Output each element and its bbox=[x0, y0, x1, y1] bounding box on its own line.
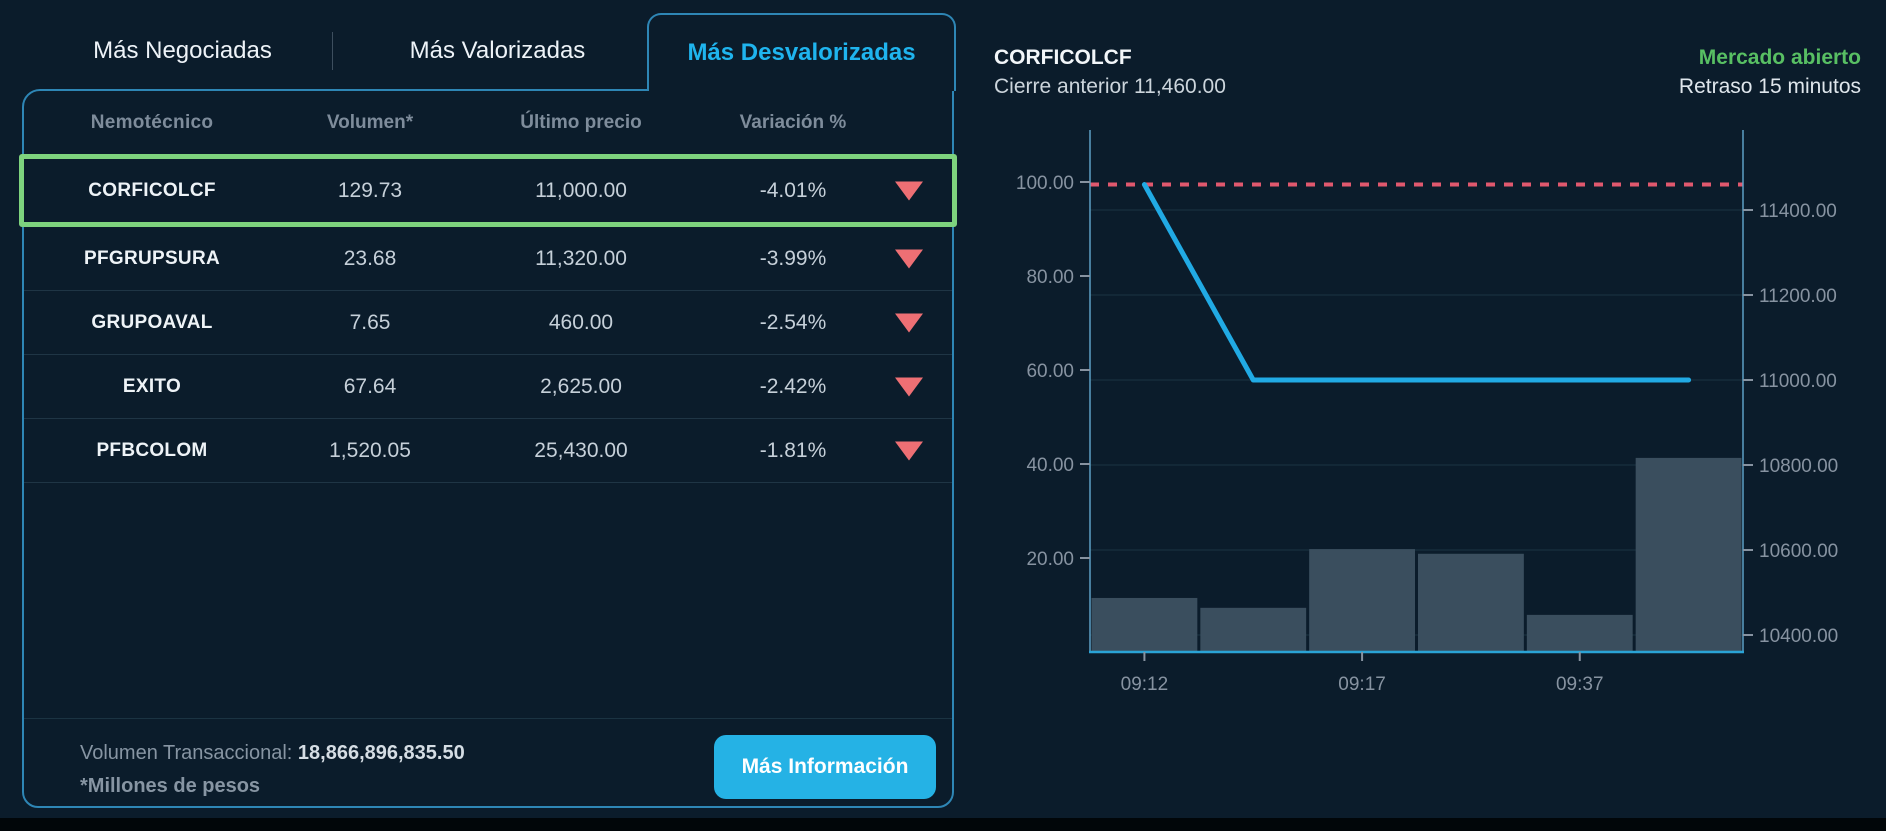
tab-mas-desvalorizadas-active[interactable]: Más Desvalorizadas bbox=[647, 13, 956, 91]
cell-volume: 23.68 bbox=[343, 246, 397, 270]
cell-last-price: 2,625.00 bbox=[540, 374, 622, 398]
cell-volume: 67.64 bbox=[343, 374, 397, 398]
left-axis-label: 80.00 bbox=[1026, 267, 1074, 288]
right-axis-label: 11400.00 bbox=[1759, 201, 1837, 222]
bottom-edge bbox=[0, 818, 1886, 831]
cell-variation: -2.42% bbox=[759, 374, 827, 398]
left-axis-label: 60.00 bbox=[1026, 361, 1074, 382]
cell-variation: -3.99% bbox=[759, 246, 827, 270]
triangle-down-icon bbox=[895, 377, 923, 396]
right-axis-label: 11000.00 bbox=[1759, 371, 1837, 392]
cell-direction bbox=[884, 249, 934, 268]
left-axis-label: 100.00 bbox=[1016, 173, 1074, 194]
market-delay: Retraso 15 minutos bbox=[1678, 75, 1861, 98]
cell-symbol: GRUPOAVAL bbox=[91, 311, 213, 333]
column-header-nemotecnico: Nemotécnico bbox=[90, 111, 214, 133]
cell-direction bbox=[884, 313, 934, 332]
triangle-down-icon bbox=[895, 313, 923, 332]
millions-note: *Millones de pesos bbox=[80, 775, 261, 797]
cell-symbol: PFGRUPSURA bbox=[83, 247, 220, 269]
volume-bar bbox=[1091, 597, 1198, 652]
volume-label: Volumen Transaccional: bbox=[80, 742, 293, 764]
cell-variation: -1.81% bbox=[759, 438, 827, 462]
cell-direction bbox=[884, 441, 934, 460]
previous-close: Cierre anterior 11,460.00 bbox=[994, 75, 1226, 98]
right-axis-label: 10400.00 bbox=[1759, 626, 1838, 647]
panel-footer: Volumen Transaccional: 18,866,896,835.50… bbox=[24, 718, 952, 807]
cell-symbol: CORFICOLCF bbox=[88, 179, 216, 201]
column-header-volumen: Volumen* bbox=[326, 111, 414, 133]
volume-value: 18,866,896,835.50 bbox=[297, 742, 465, 764]
cell-last-price: 11,000.00 bbox=[535, 178, 627, 202]
transactional-volume: Volumen Transaccional: 18,866,896,835.50… bbox=[80, 737, 465, 803]
right-axis-label: 10600.00 bbox=[1759, 541, 1838, 562]
cell-symbol: EXITO bbox=[122, 375, 182, 397]
cell-symbol: PFBCOLOM bbox=[96, 439, 208, 461]
table-row[interactable]: PFGRUPSURA 23.68 11,320.00 -3.99% bbox=[24, 227, 952, 291]
left-axis-label: 20.00 bbox=[1026, 549, 1074, 570]
cell-last-price: 25,430.00 bbox=[534, 438, 628, 462]
tab-mas-negociadas[interactable]: Más Negociadas bbox=[93, 37, 272, 64]
x-axis-label: 09:12 bbox=[1121, 674, 1169, 695]
market-status-badge: Mercado abierto bbox=[1698, 46, 1861, 69]
tab-divider bbox=[332, 32, 333, 70]
column-header-variacion: Variación % bbox=[739, 111, 847, 133]
cell-last-price: 460.00 bbox=[548, 310, 614, 334]
triangle-down-icon bbox=[895, 249, 923, 268]
triangle-down-icon bbox=[895, 181, 923, 200]
volume-bar bbox=[1418, 553, 1524, 652]
cell-volume: 1,520.05 bbox=[329, 438, 411, 462]
volume-bar bbox=[1309, 549, 1415, 652]
volume-bar bbox=[1200, 607, 1307, 652]
cell-variation: -2.54% bbox=[759, 310, 827, 334]
cell-variation: -4.01% bbox=[759, 178, 827, 202]
cell-direction bbox=[884, 377, 934, 396]
table-body: CORFICOLCF 129.73 11,000.00 -4.01% PFGRUPSUR… bbox=[19, 154, 957, 483]
left-axis-label: 40.00 bbox=[1026, 455, 1074, 476]
table-row-selected[interactable]: CORFICOLCF 129.73 11,000.00 -4.01% bbox=[19, 154, 957, 227]
cell-volume: 7.65 bbox=[349, 310, 391, 334]
stocks-table-panel: Nemotécnico Volumen* Último precio Varia… bbox=[19, 89, 957, 808]
column-header-ultimo-precio: Último precio bbox=[520, 111, 642, 133]
table-row[interactable]: EXITO 67.64 2,625.00 -2.42% bbox=[24, 355, 952, 419]
table-header: Nemotécnico Volumen* Último precio Varia… bbox=[24, 91, 952, 154]
tab-mas-valorizadas[interactable]: Más Valorizadas bbox=[409, 37, 586, 64]
triangle-down-icon bbox=[895, 441, 923, 460]
more-info-button[interactable]: Más Información bbox=[714, 735, 936, 799]
volume-bar bbox=[1526, 614, 1633, 652]
quote-symbol: CORFICOLCF bbox=[994, 46, 1132, 69]
cell-volume: 129.73 bbox=[337, 178, 403, 202]
cell-last-price: 11,320.00 bbox=[535, 246, 627, 270]
price-line bbox=[1141, 182, 1692, 383]
x-axis-label: 09:37 bbox=[1556, 674, 1604, 695]
table-row[interactable]: PFBCOLOM 1,520.05 25,430.00 -1.81% bbox=[24, 419, 952, 483]
volume-bar bbox=[1635, 457, 1742, 652]
table-row[interactable]: GRUPOAVAL 7.65 460.00 -2.54% bbox=[24, 291, 952, 355]
cell-direction bbox=[884, 181, 934, 200]
right-axis-label: 10800.00 bbox=[1759, 456, 1838, 477]
x-axis-label: 09:17 bbox=[1338, 674, 1386, 695]
right-axis-label: 11200.00 bbox=[1759, 286, 1837, 307]
